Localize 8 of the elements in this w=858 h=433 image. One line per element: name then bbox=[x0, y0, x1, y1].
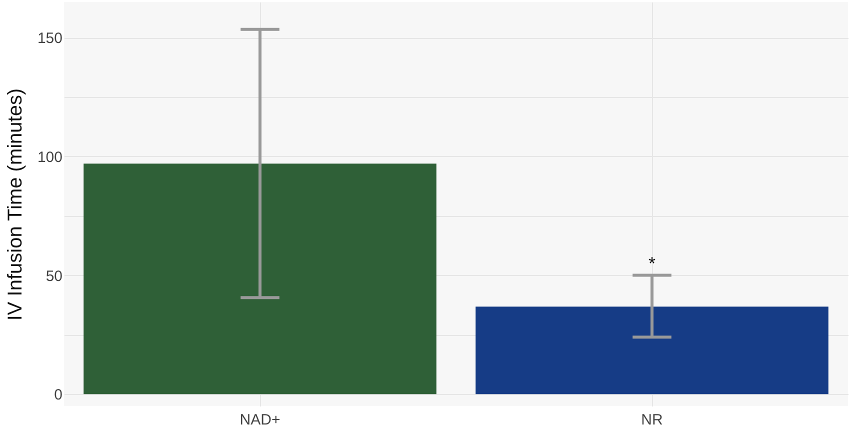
x-tick-label: NAD+ bbox=[240, 412, 280, 428]
y-tick-label: 100 bbox=[37, 148, 62, 166]
x-tick-label: NR bbox=[641, 412, 663, 428]
y-tick-label: 50 bbox=[46, 268, 62, 285]
annotation: * bbox=[648, 253, 656, 274]
y-tick-label: 0 bbox=[54, 386, 62, 404]
y-axis-title: IV Infusion Time (minutes) bbox=[4, 88, 26, 321]
y-tick-label: 150 bbox=[37, 30, 62, 48]
